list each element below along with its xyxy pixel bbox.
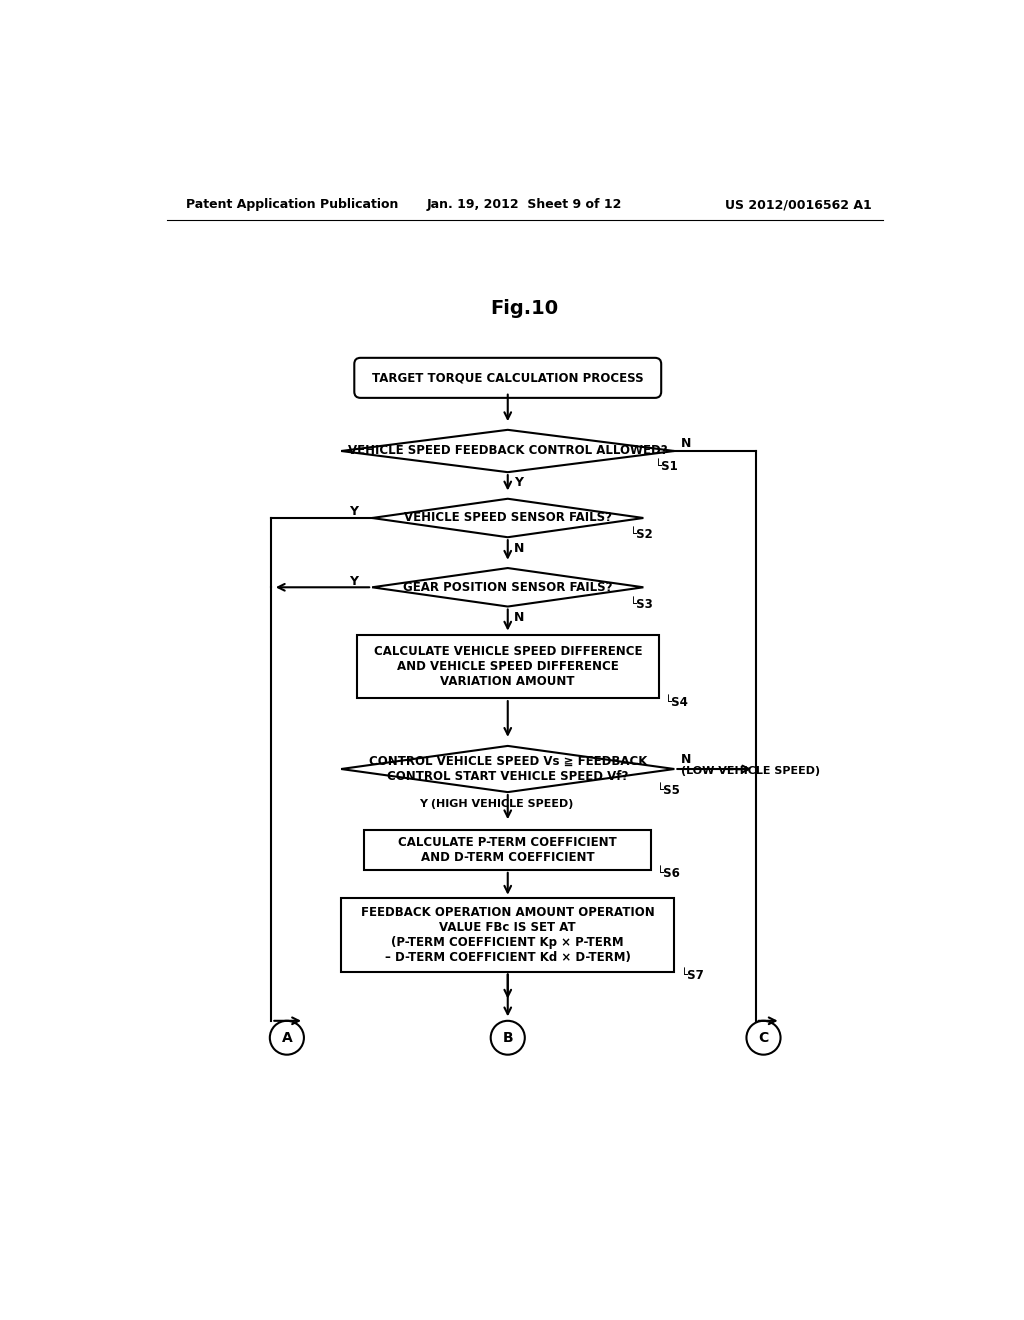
Text: VEHICLE SPEED SENSOR FAILS?: VEHICLE SPEED SENSOR FAILS? [403,511,611,524]
Text: └S6: └S6 [657,867,681,880]
Text: N: N [681,754,691,767]
Text: C: C [759,1031,769,1044]
Text: GEAR POSITION SENSOR FAILS?: GEAR POSITION SENSOR FAILS? [403,581,612,594]
Text: └S1: └S1 [655,459,679,473]
Text: N: N [681,437,691,450]
Circle shape [746,1020,780,1055]
Bar [356,635,658,698]
Text: TARGET TORQUE CALCULATION PROCESS: TARGET TORQUE CALCULATION PROCESS [372,371,643,384]
Text: CONTROL VEHICLE SPEED Vs ≧ FEEDBACK
CONTROL START VEHICLE SPEED Vf?: CONTROL VEHICLE SPEED Vs ≧ FEEDBACK CONT… [369,755,647,783]
Text: Y (HIGH VEHICLE SPEED): Y (HIGH VEHICLE SPEED) [419,800,573,809]
Polygon shape [372,568,643,607]
Circle shape [490,1020,524,1055]
Text: Y: Y [349,574,357,587]
Text: Y: Y [514,477,523,490]
Text: └S7: └S7 [681,969,705,982]
Text: Fig.10: Fig.10 [490,300,559,318]
Text: N: N [514,541,524,554]
Text: Y: Y [349,506,357,519]
Text: A: A [282,1031,292,1044]
Polygon shape [372,499,643,537]
Bar [341,898,675,972]
Text: └S3: └S3 [630,598,653,611]
Text: B: B [503,1031,513,1044]
Text: Patent Application Publication: Patent Application Publication [186,198,398,211]
Text: FEEDBACK OPERATION AMOUNT OPERATION
VALUE FBc IS SET AT
(P-TERM COEFFICIENT Kp ×: FEEDBACK OPERATION AMOUNT OPERATION VALU… [360,906,654,964]
Text: VEHICLE SPEED FEEDBACK CONTROL ALLOWED?: VEHICLE SPEED FEEDBACK CONTROL ALLOWED? [348,445,668,458]
Text: (LOW VEHICLE SPEED): (LOW VEHICLE SPEED) [681,767,819,776]
Text: CALCULATE VEHICLE SPEED DIFFERENCE
AND VEHICLE SPEED DIFFERENCE
VARIATION AMOUNT: CALCULATE VEHICLE SPEED DIFFERENCE AND V… [374,645,642,688]
Polygon shape [341,430,675,473]
FancyBboxPatch shape [354,358,662,397]
Text: └S4: └S4 [665,696,689,709]
Text: └S5: └S5 [657,784,681,797]
Text: N: N [514,611,524,624]
Bar [365,830,651,870]
Text: CALCULATE P-TERM COEFFICIENT
AND D-TERM COEFFICIENT: CALCULATE P-TERM COEFFICIENT AND D-TERM … [398,836,617,863]
Polygon shape [341,746,675,792]
Circle shape [270,1020,304,1055]
Text: Jan. 19, 2012  Sheet 9 of 12: Jan. 19, 2012 Sheet 9 of 12 [427,198,623,211]
Text: └S2: └S2 [630,528,653,541]
Text: US 2012/0016562 A1: US 2012/0016562 A1 [725,198,872,211]
